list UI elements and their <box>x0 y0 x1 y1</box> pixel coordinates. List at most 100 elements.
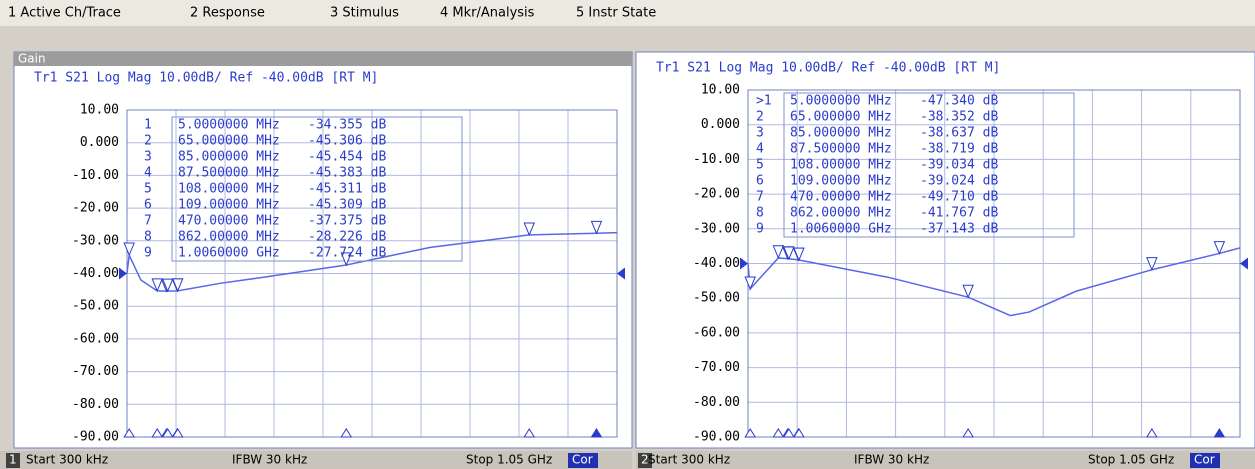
menu-item[interactable]: 5 Instr State <box>576 6 656 21</box>
marker-value: -39.024 dB <box>920 174 998 189</box>
trace-header: Tr1 S21 Log Mag 10.00dB/ Ref -40.00dB [R… <box>34 71 378 86</box>
menu-item[interactable]: 2 Response <box>190 6 265 21</box>
marker-stimulus <box>340 428 353 438</box>
y-tick-label: -80.00 <box>693 395 740 410</box>
y-tick-label: -10.00 <box>72 168 119 183</box>
marker <box>1146 257 1158 271</box>
channel-number: 2 <box>641 453 649 467</box>
start-frequency: Start 300 kHz <box>26 453 108 467</box>
y-tick-label: -20.00 <box>72 201 119 216</box>
status-bar <box>0 451 632 469</box>
marker-value: -49.710 dB <box>920 190 998 205</box>
marker-value: -34.355 dB <box>308 118 386 133</box>
y-tick-label: -60.00 <box>693 325 740 340</box>
marker-value: -39.034 dB <box>920 158 998 173</box>
marker-value: -28.226 dB <box>308 230 386 245</box>
marker <box>962 284 974 299</box>
y-tick-label: 10.00 <box>701 83 740 98</box>
if-bandwidth: IFBW 30 kHz <box>232 453 307 467</box>
marker-frequency: 85.000000 MHz <box>178 150 280 165</box>
marker-frequency: 1.0060000 GHz <box>790 222 892 237</box>
marker-stimulus <box>772 428 785 438</box>
marker-value: -38.352 dB <box>920 110 998 125</box>
marker-value: -45.311 dB <box>308 182 386 197</box>
marker <box>744 276 756 291</box>
marker-number: 8 <box>144 230 152 245</box>
marker <box>171 278 184 293</box>
marker <box>161 278 174 293</box>
ref-arrow <box>740 257 748 270</box>
marker-number: 6 <box>756 174 764 189</box>
marker-frequency: 87.500000 MHz <box>178 166 280 181</box>
marker <box>793 247 805 262</box>
marker-stimulus <box>1213 428 1226 438</box>
y-tick-label: 10.00 <box>80 103 119 118</box>
marker <box>523 222 535 237</box>
trace-header: Tr1 S21 Log Mag 10.00dB/ Ref -40.00dB [R… <box>656 61 1000 76</box>
marker-value: -47.340 dB <box>920 94 998 109</box>
marker-number: 4 <box>756 142 764 157</box>
marker-stimulus <box>962 428 975 438</box>
correction-status: Cor <box>1194 453 1215 467</box>
y-tick-label: -30.00 <box>693 221 740 236</box>
marker-value: -37.375 dB <box>308 214 386 229</box>
marker-stimulus <box>523 428 536 438</box>
marker-value: -27.724 dB <box>308 246 386 261</box>
marker-number: 3 <box>756 126 764 141</box>
marker-number: 7 <box>144 214 152 229</box>
marker-frequency: 109.00000 MHz <box>178 198 280 213</box>
marker-number: 9 <box>144 246 152 261</box>
marker-value: -41.767 dB <box>920 206 998 221</box>
marker <box>1213 241 1226 255</box>
marker-frequency: 470.00000 MHz <box>178 214 280 229</box>
y-tick-label: -70.00 <box>693 360 740 375</box>
marker-stimulus <box>161 428 174 438</box>
marker-frequency: 5.0000000 MHz <box>178 118 280 133</box>
correction-box <box>568 453 598 468</box>
marker-number: 9 <box>756 222 764 237</box>
marker-frequency: 87.500000 MHz <box>790 142 892 157</box>
stop-frequency: Stop 1.05 GHz <box>1088 453 1174 467</box>
marker-frequency: 108.00000 MHz <box>178 182 280 197</box>
correction-status: Cor <box>572 453 593 467</box>
menu-item[interactable]: 1 Active Ch/Trace <box>8 6 121 21</box>
start-frequency: Start 300 kHz <box>648 453 730 467</box>
marker-stimulus <box>590 428 603 438</box>
marker-number: 6 <box>144 198 152 213</box>
marker <box>340 252 353 267</box>
marker-stimulus <box>744 428 757 438</box>
marker-table-frame <box>783 92 1075 238</box>
marker-value: -37.143 dB <box>920 222 998 237</box>
marker-frequency: 65.000000 MHz <box>790 110 892 125</box>
ref-arrow <box>617 267 625 280</box>
marker-table-frame <box>171 116 463 262</box>
marker <box>123 242 135 257</box>
y-tick-label: -80.00 <box>72 397 119 412</box>
marker-value: -45.306 dB <box>308 134 386 149</box>
marker-number: 5 <box>756 158 764 173</box>
menu-item[interactable]: 3 Stimulus <box>330 6 399 21</box>
marker-number: 2 <box>144 134 152 149</box>
y-tick-label: -90.00 <box>693 430 740 445</box>
panel <box>635 51 1255 449</box>
marker-number: 8 <box>756 206 764 221</box>
marker-frequency: 862.00000 MHz <box>790 206 892 221</box>
marker-value: -45.383 dB <box>308 166 386 181</box>
marker-frequency: 5.0000000 MHz <box>790 94 892 109</box>
ref-arrow <box>119 267 127 280</box>
y-tick-label: -20.00 <box>693 187 740 202</box>
y-tick-label: -50.00 <box>693 291 740 306</box>
channel-number: 1 <box>9 453 17 467</box>
marker <box>151 278 163 293</box>
marker-stimulus <box>782 428 795 438</box>
marker-number: 3 <box>144 150 152 165</box>
y-tick-label: -90.00 <box>72 430 119 445</box>
channel-box <box>6 453 20 468</box>
marker-value: -38.637 dB <box>920 126 998 141</box>
menu-item[interactable]: 4 Mkr/Analysis <box>440 6 535 21</box>
marker <box>783 246 795 261</box>
marker-number: 7 <box>756 190 764 205</box>
stop-frequency: Stop 1.05 GHz <box>466 453 552 467</box>
y-tick-label: -60.00 <box>72 331 119 346</box>
